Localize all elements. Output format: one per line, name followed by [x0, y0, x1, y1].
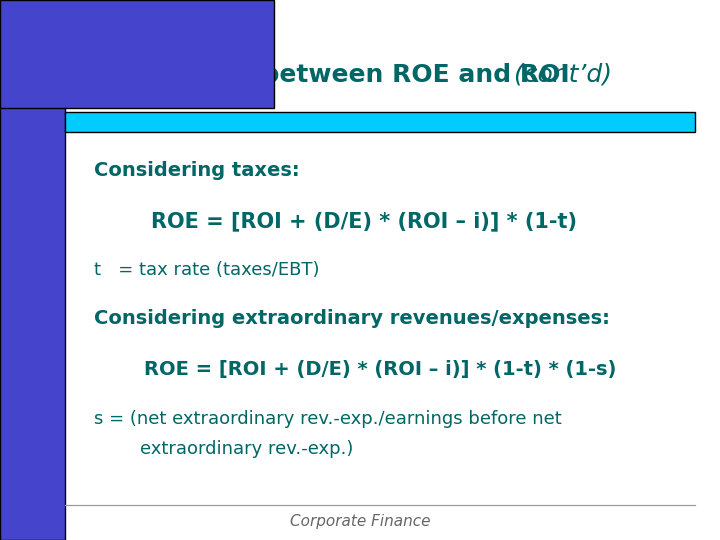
Text: Considering taxes:: Considering taxes: [94, 160, 300, 180]
Text: ROE = [ROI + (D/E) * (ROI – i)] * (1-t) * (1-s): ROE = [ROI + (D/E) * (ROI – i)] * (1-t) … [144, 360, 616, 380]
Text: t   = tax rate (taxes/EBT): t = tax rate (taxes/EBT) [94, 261, 319, 279]
Text: s = (net extraordinary rev.-exp./earnings before net: s = (net extraordinary rev.-exp./earning… [94, 409, 562, 428]
Text: Considering extraordinary revenues/expenses:: Considering extraordinary revenues/expen… [94, 309, 609, 328]
Text: ROE = [ROI + (D/E) * (ROI – i)] * (1-t): ROE = [ROI + (D/E) * (ROI – i)] * (1-t) [151, 211, 577, 232]
Text: Relationship between ROE and ROI: Relationship between ROE and ROI [76, 63, 570, 86]
Text: (cont’d): (cont’d) [506, 63, 612, 86]
Text: Corporate Finance: Corporate Finance [289, 514, 431, 529]
Text: extraordinary rev.-exp.): extraordinary rev.-exp.) [94, 440, 353, 458]
